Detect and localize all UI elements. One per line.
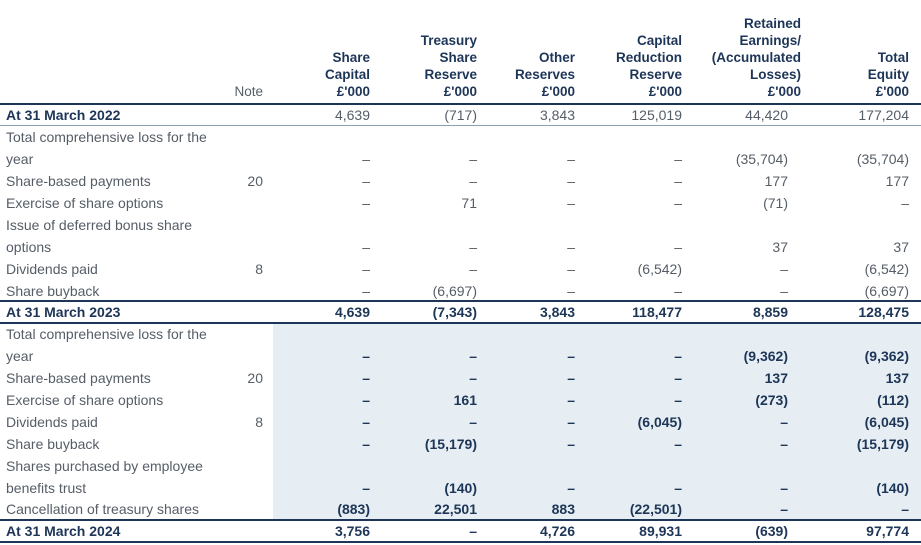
table-row: Share buyback – (15,179) – – – (15,179) — [6, 436, 909, 452]
table-row: Dividends paid 8 – – – (6,542) – (6,542) — [6, 261, 909, 277]
row-rule — [0, 300, 921, 302]
header-other-reserves: Other Reserves £'000 — [514, 50, 575, 99]
table-row: Share buyback – (6,697) – – – (6,697) — [6, 283, 909, 299]
header-retained-earnings: Retained Earnings/(Accumulated Losses) £'00… — [711, 16, 801, 99]
header-note: Note — [234, 84, 263, 99]
table-row-at-31-march-2024: At 31 March 2024 3,756 – 4,726 89,931 (6… — [6, 523, 909, 539]
table-row: Share-based payments 20 – – – – 177 177 — [6, 173, 909, 189]
table-bottom-rule — [0, 541, 921, 543]
header-rule — [0, 103, 921, 105]
table-row: Total comprehensive loss for the year – … — [6, 326, 909, 364]
table-row: Exercise of share options – 161 – – (273… — [6, 392, 909, 408]
row-rule — [0, 125, 921, 126]
table-row-at-31-march-2023: At 31 March 2023 4,639 (7,343) 3,843 118… — [6, 304, 909, 320]
current-year-shading — [273, 322, 921, 520]
table-row-at-31-march-2022: At 31 March 2022 4,639 (717) 3,843 125,0… — [6, 107, 909, 123]
table-row: Shares purchased by employee benefits tr… — [6, 458, 909, 496]
table-row: Issue of deferred bonus share options – … — [6, 217, 909, 255]
table-row: Share-based payments 20 – – – – 137 137 — [6, 370, 909, 386]
table-row: Dividends paid 8 – – – (6,045) – (6,045) — [6, 414, 909, 430]
header-share-capital: Share Capital £'000 — [324, 50, 370, 99]
header-capital-reduction-reserve: Capital Reduction Reserve £'000 — [616, 33, 682, 99]
table-row: Exercise of share options – 71 – – (71) … — [6, 195, 909, 211]
header-treasury-share-reserve: Treasury Share Reserve £'000 — [420, 33, 477, 99]
header-total-equity: Total Equity £'000 — [867, 50, 909, 99]
row-rule — [0, 519, 921, 521]
row-rule — [0, 322, 921, 324]
table-row: Total comprehensive loss for the year – … — [6, 129, 909, 167]
table-row: Cancellation of treasury shares (883) 22… — [6, 501, 909, 517]
